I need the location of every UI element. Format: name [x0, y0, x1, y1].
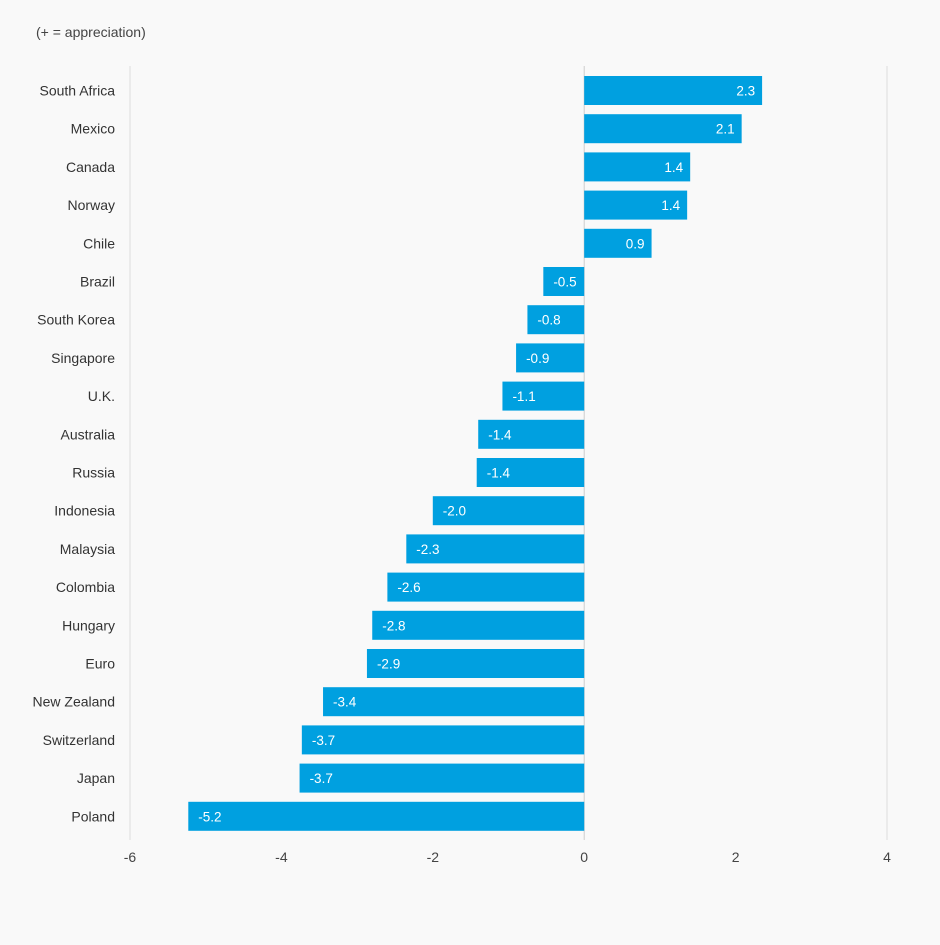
- category-label: Brazil: [80, 274, 115, 290]
- category-label: Norway: [68, 197, 115, 213]
- chart-subtitle: (+ = appreciation): [36, 24, 146, 40]
- bar-russia: [476, 458, 585, 487]
- bar-mexico: [584, 114, 742, 144]
- category-label: Russia: [72, 465, 115, 481]
- bar-new-zealand: [323, 687, 585, 717]
- bar-indonesia: [432, 496, 585, 526]
- category-label: Canada: [66, 159, 115, 175]
- data-label: -0.8: [537, 313, 560, 328]
- bar-canada: [584, 152, 691, 182]
- category-label: Hungary: [62, 617, 115, 633]
- category-label: Japan: [77, 770, 115, 786]
- bar-south-korea: [527, 305, 585, 335]
- bar-chile: [584, 228, 652, 258]
- category-label: Chile: [83, 235, 115, 251]
- data-label: -2.9: [377, 657, 400, 672]
- data-label: -1.4: [487, 466, 511, 481]
- data-label: -1.1: [512, 389, 535, 404]
- bar-australia: [478, 419, 585, 449]
- bar-poland: [188, 801, 585, 831]
- bar-colombia: [387, 572, 585, 602]
- bar-u-k-: [502, 381, 585, 411]
- category-label: U.K.: [88, 388, 115, 404]
- x-tick-label: -2: [427, 849, 440, 865]
- x-tick-label: -6: [124, 849, 137, 865]
- data-label: -0.5: [553, 275, 576, 290]
- bar-norway: [584, 190, 688, 220]
- bar-japan: [299, 763, 585, 793]
- data-label: -3.4: [333, 695, 357, 710]
- category-label: Malaysia: [60, 541, 115, 557]
- x-tick-label: 2: [732, 849, 740, 865]
- bar-malaysia: [406, 534, 585, 564]
- data-label: 0.9: [626, 236, 645, 251]
- category-label: Mexico: [71, 121, 116, 137]
- data-label: 2.1: [716, 122, 735, 137]
- category-label: Colombia: [56, 579, 115, 595]
- category-label: Australia: [61, 426, 116, 442]
- data-label: -0.9: [526, 351, 549, 366]
- data-label: -2.8: [382, 618, 405, 633]
- bar-south-africa: [584, 76, 763, 105]
- category-label: Euro: [85, 656, 115, 672]
- data-label: 2.3: [736, 84, 755, 99]
- x-tick-label: 4: [883, 849, 891, 865]
- x-tick-label: 0: [580, 849, 588, 865]
- bar-euro: [366, 649, 585, 678]
- bar-hungary: [372, 610, 585, 640]
- data-label: -2.3: [416, 542, 439, 557]
- bar-switzerland: [301, 725, 585, 755]
- bar-brazil: [543, 267, 585, 296]
- x-tick-label: -4: [275, 849, 288, 865]
- category-label: Indonesia: [54, 503, 115, 519]
- category-label: Singapore: [51, 350, 115, 366]
- data-label: -1.4: [488, 427, 512, 442]
- data-label: -3.7: [312, 733, 335, 748]
- category-label: South Korea: [37, 312, 115, 328]
- data-label: 1.4: [664, 160, 683, 175]
- category-label: Poland: [71, 808, 115, 824]
- data-label: -5.2: [198, 809, 221, 824]
- data-label: -2.6: [397, 580, 420, 595]
- data-label: 1.4: [661, 198, 680, 213]
- data-label: -3.7: [310, 771, 333, 786]
- data-label: -2.0: [443, 504, 466, 519]
- category-label: New Zealand: [33, 694, 116, 710]
- category-label: South Africa: [40, 83, 116, 99]
- bar-singapore: [516, 343, 585, 373]
- category-label: Switzerland: [43, 732, 115, 748]
